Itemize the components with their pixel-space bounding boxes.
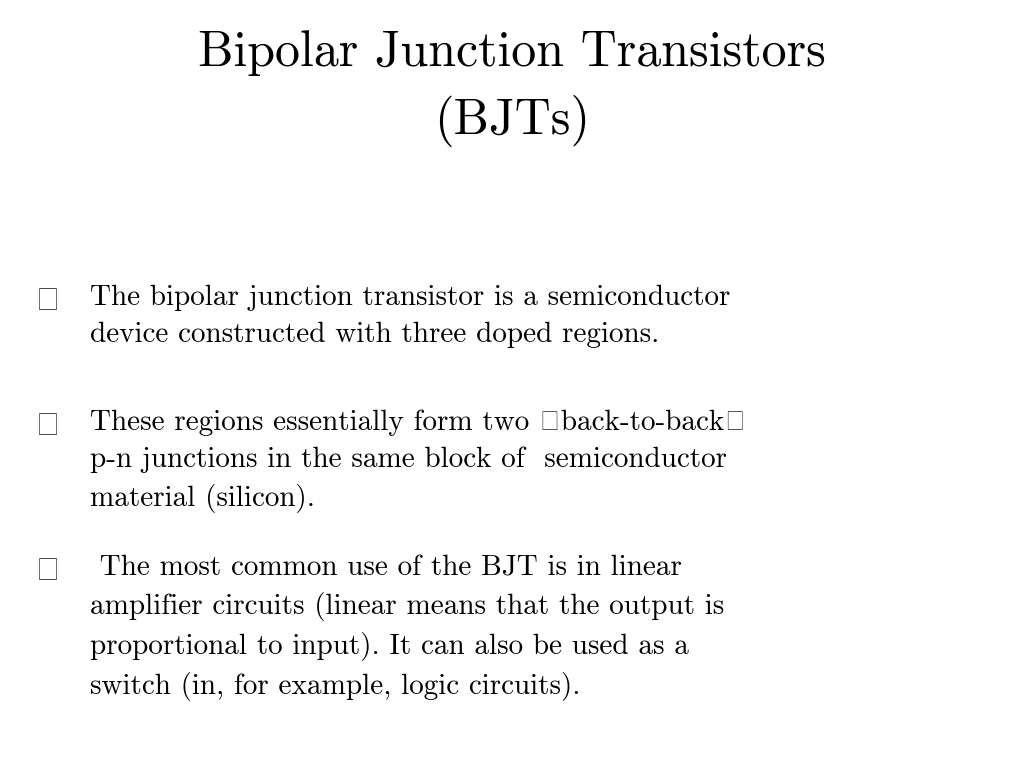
Text: Bipolar Junction Transistors
(BJTs): Bipolar Junction Transistors (BJTs) <box>198 30 826 147</box>
Text: •: • <box>35 410 61 442</box>
Text: •: • <box>35 555 61 587</box>
Text: These regions essentially form two ‘back-to-back’
p-n junctions in the same bloc: These regions essentially form two ‘back… <box>90 410 746 513</box>
Text: The most common use of the BJT is in linear
amplifier circuits (linear means tha: The most common use of the BJT is in lin… <box>90 555 724 701</box>
Text: •: • <box>35 285 61 316</box>
Text: The bipolar junction transistor is a semiconductor
device constructed with three: The bipolar junction transistor is a sem… <box>90 285 730 348</box>
